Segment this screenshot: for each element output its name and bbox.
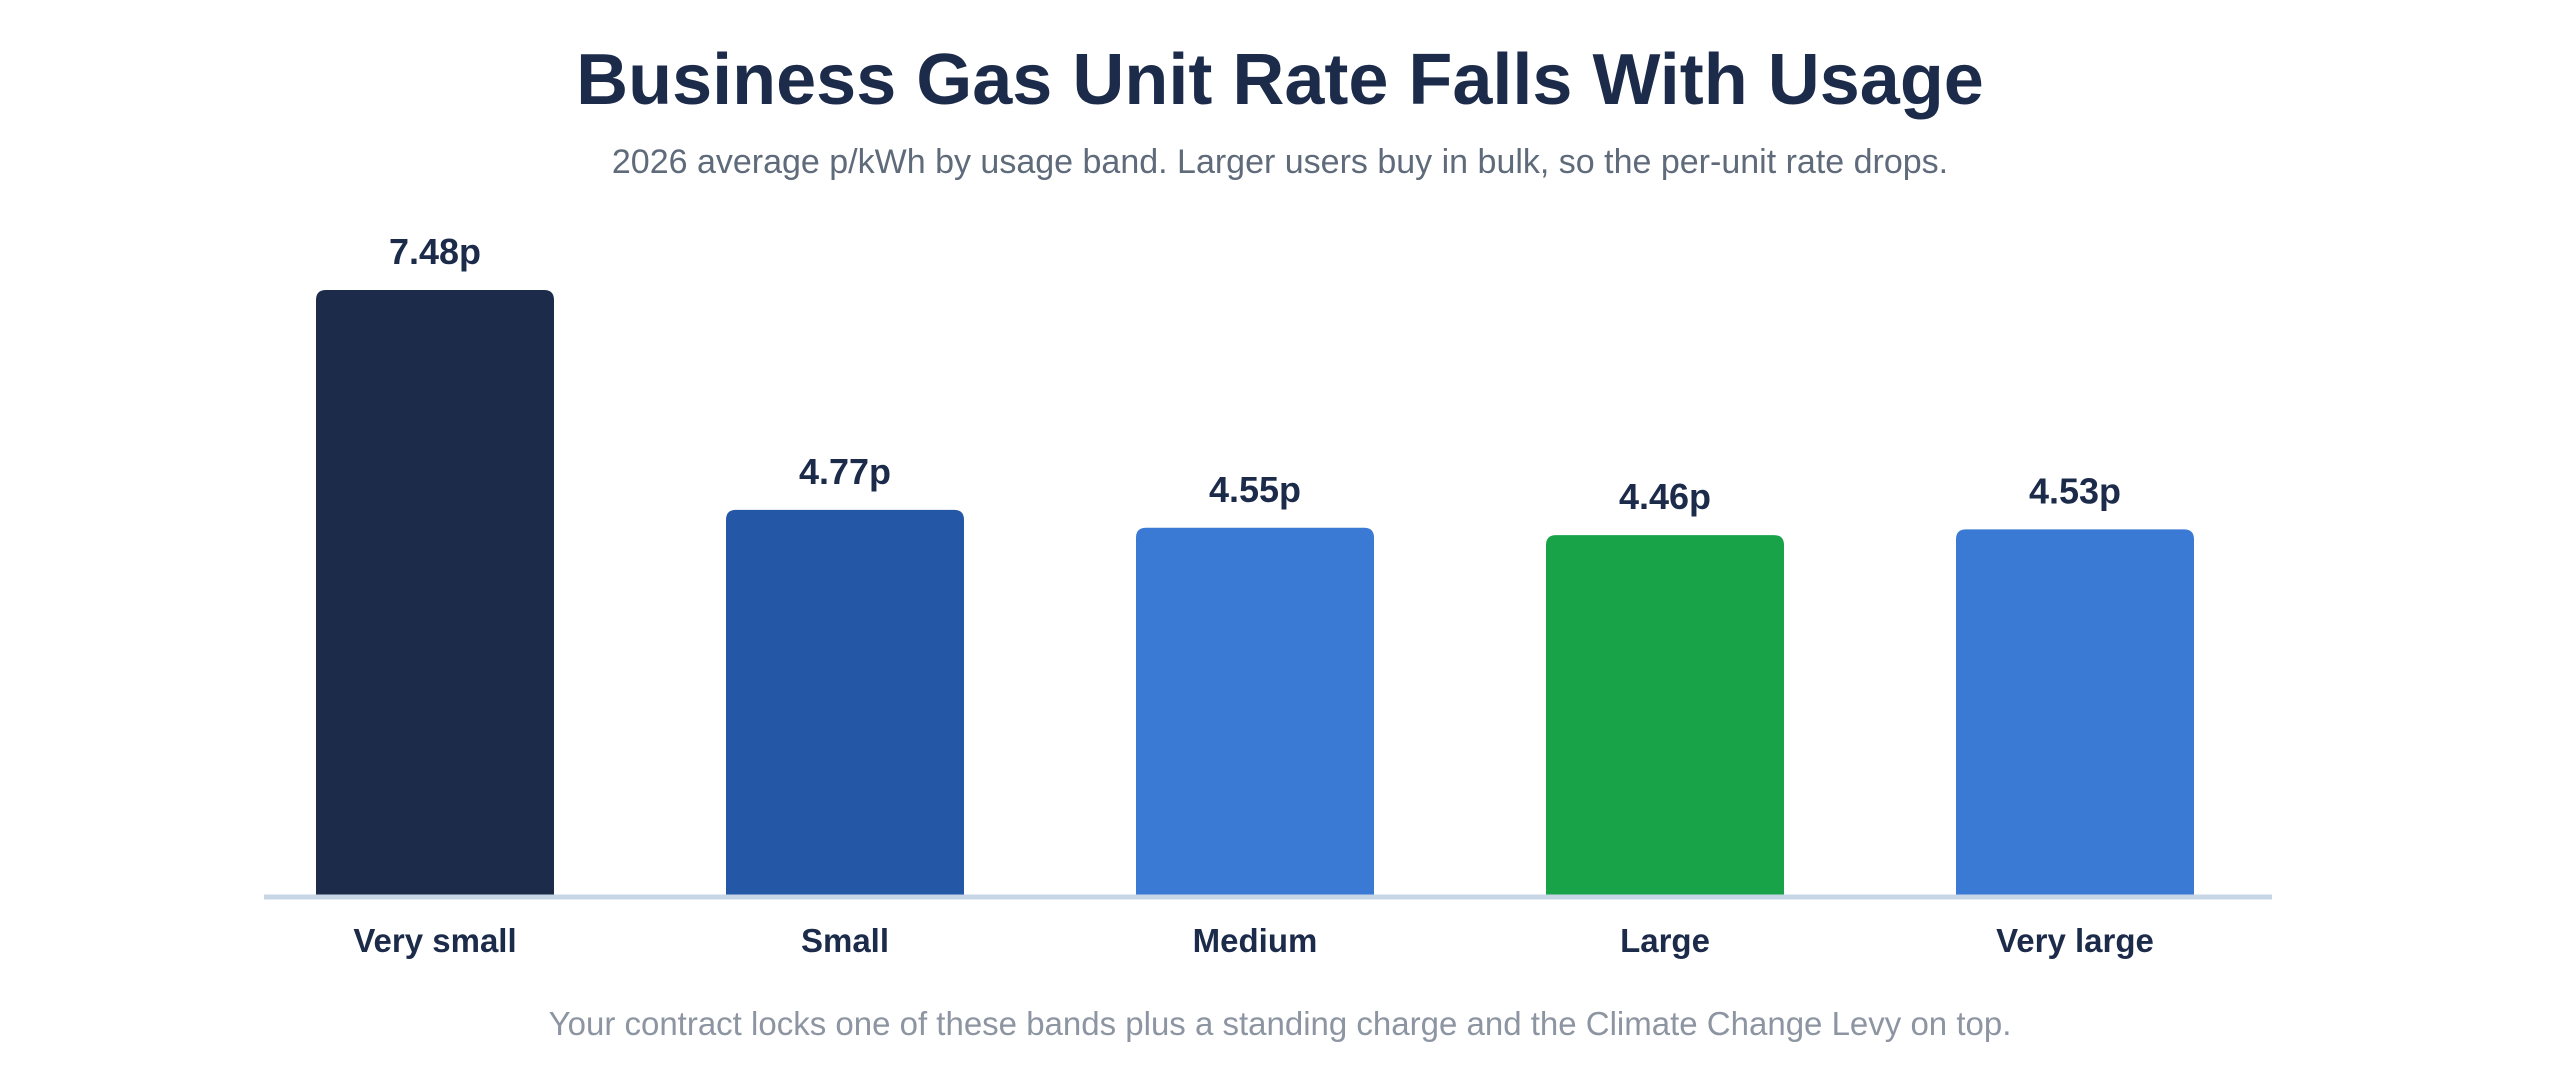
value-label: 4.55p xyxy=(1209,469,1301,510)
chart-title: Business Gas Unit Rate Falls With Usage xyxy=(576,40,1984,120)
category-label: Very small xyxy=(353,922,516,959)
bar-medium xyxy=(1136,527,1374,897)
bar-chart: 7.48p Very small 4.77p Small 4.55p Medium 4.46… xyxy=(264,231,2272,959)
bar-large xyxy=(1546,535,1784,897)
value-label: 4.53p xyxy=(2029,470,2121,511)
bar-small xyxy=(726,509,964,897)
category-label: Small xyxy=(801,922,889,959)
value-label: 4.77p xyxy=(799,451,891,492)
category-label: Medium xyxy=(1193,922,1318,959)
category-label: Very large xyxy=(1996,922,2154,959)
chart-subtitle: 2026 average p/kWh by usage band. Larger… xyxy=(611,143,1949,181)
chart-footnote: Your contract locks one of these bands p… xyxy=(548,1005,2012,1042)
value-label: 7.48p xyxy=(389,231,481,272)
value-label: 4.46p xyxy=(1619,476,1711,517)
bar-very-large xyxy=(1956,529,2194,897)
category-label: Large xyxy=(1620,922,1710,959)
bar-very-small xyxy=(316,290,554,897)
